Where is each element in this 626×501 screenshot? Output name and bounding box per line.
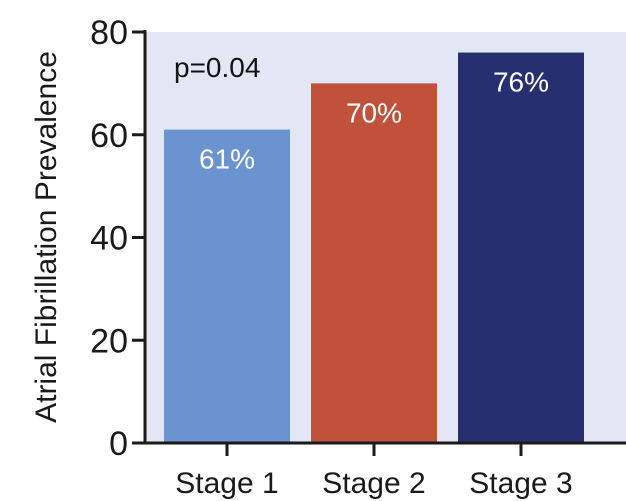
y-axis-title-group: Atrial Fibrillation Prevalence (30, 51, 63, 423)
axes-group: 0 20 40 60 80 (90, 14, 626, 463)
data-label: 70% (346, 97, 402, 128)
y-tick-label: 60 (90, 117, 128, 155)
y-tick-label: 40 (90, 220, 128, 258)
p-value-annotation: p=0.04 (174, 52, 260, 83)
y-axis-title: Atrial Fibrillation Prevalence (30, 51, 63, 423)
data-label: 76% (493, 67, 549, 98)
data-label: 61% (199, 144, 255, 175)
x-tick-label: Stage 3 (469, 467, 572, 500)
y-tick-label: 20 (90, 322, 128, 360)
x-tick-label: Stage 1 (175, 467, 278, 500)
x-tick-label: Stage 2 (322, 467, 425, 500)
bar-stage-2 (311, 83, 437, 443)
bar-stage-3 (458, 52, 584, 444)
y-tick-label: 80 (90, 14, 128, 52)
y-tick-label: 0 (109, 425, 128, 463)
bar-stage-1 (164, 129, 290, 444)
bars-group: 61% Stage 1 70% Stage 2 76% Stage 3 (164, 52, 584, 500)
